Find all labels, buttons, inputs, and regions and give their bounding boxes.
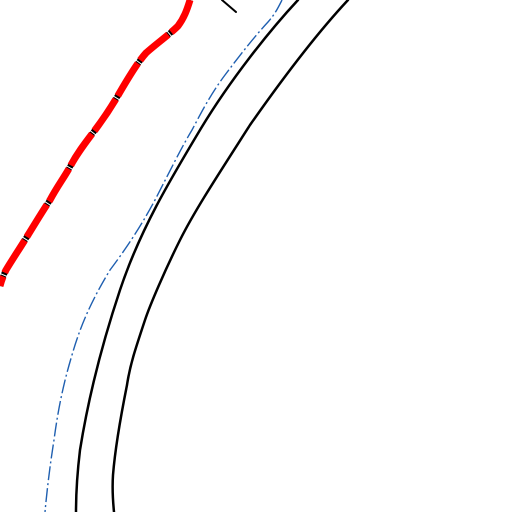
road-outer-edge — [74, 0, 300, 512]
road-tick-mark — [221, 0, 237, 13]
red-dashed-boundary — [0, 0, 194, 287]
blue-dash-dot-line — [44, 0, 283, 512]
boundary-red-segments — [0, 0, 194, 287]
road-inner-edge — [111, 0, 350, 512]
